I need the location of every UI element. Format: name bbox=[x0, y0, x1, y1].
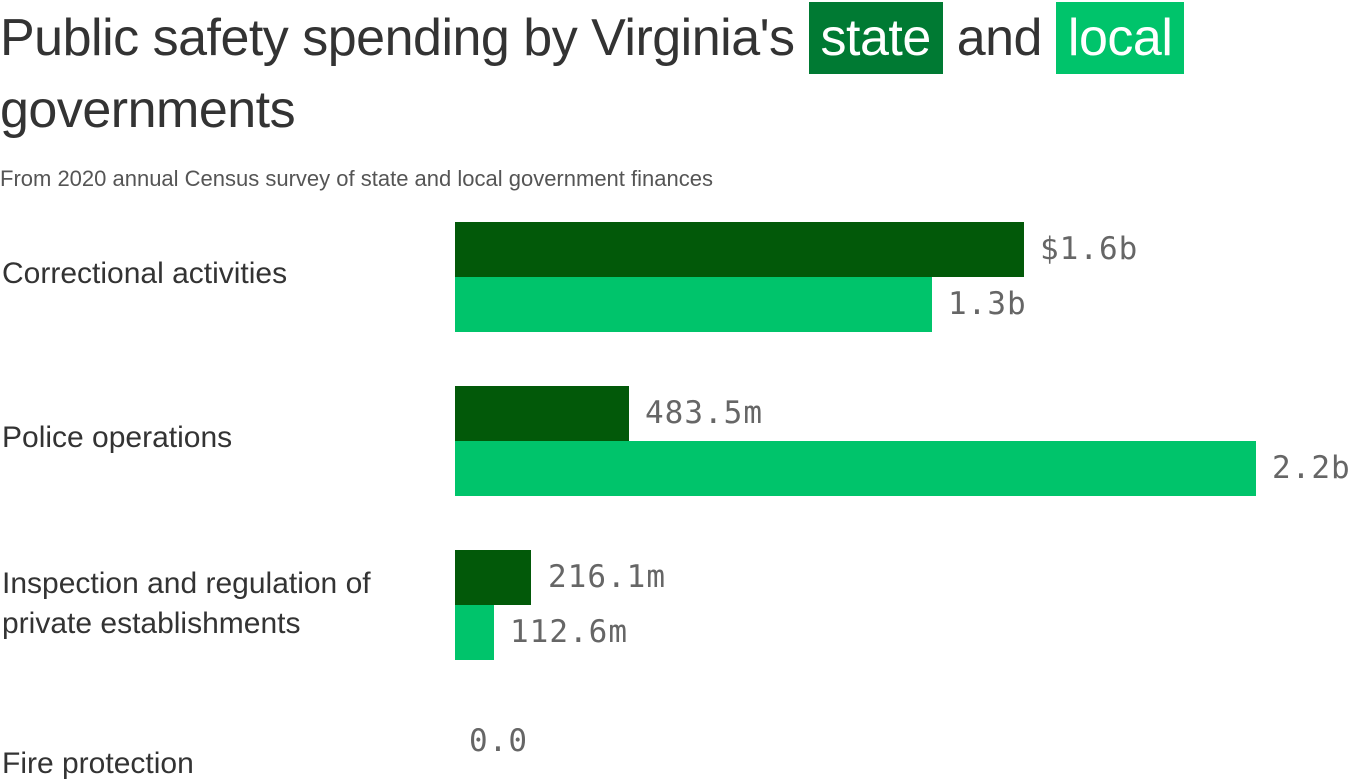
title-and: and bbox=[956, 9, 1043, 67]
value-state-fire: 0.0 bbox=[469, 723, 528, 759]
value-state-inspection: 216.1m bbox=[548, 559, 666, 595]
bar-local-correctional bbox=[455, 277, 932, 332]
category-label-fire: Fire protection bbox=[2, 747, 194, 780]
bar-local-police bbox=[455, 441, 1256, 496]
chart-title: Public safety spending by Virginia's sta… bbox=[0, 2, 1366, 146]
title-prefix: Public safety spending by Virginia's bbox=[0, 9, 795, 67]
title-suffix: governments bbox=[0, 81, 296, 139]
value-local-inspection: 112.6m bbox=[510, 614, 628, 650]
bar-state-inspection bbox=[455, 550, 531, 605]
value-local-correctional: 1.3b bbox=[948, 286, 1027, 322]
value-state-correctional: $1.6b bbox=[1040, 231, 1139, 267]
legend-local-highlight: local bbox=[1055, 2, 1185, 74]
category-label-police: Police operations bbox=[2, 421, 233, 454]
bar-local-inspection bbox=[455, 605, 494, 660]
category-label-correctional: Correctional activities bbox=[2, 257, 288, 290]
chart-subtitle: From 2020 annual Census survey of state … bbox=[0, 166, 713, 191]
bar-state-correctional bbox=[455, 222, 1024, 277]
bar-state-police bbox=[455, 386, 629, 441]
legend-state-highlight: state bbox=[808, 2, 943, 74]
value-local-police: 2.2b bbox=[1272, 450, 1351, 486]
value-state-police: 483.5m bbox=[645, 395, 763, 431]
category-label-inspection: Inspection and regulation of private est… bbox=[2, 567, 371, 640]
